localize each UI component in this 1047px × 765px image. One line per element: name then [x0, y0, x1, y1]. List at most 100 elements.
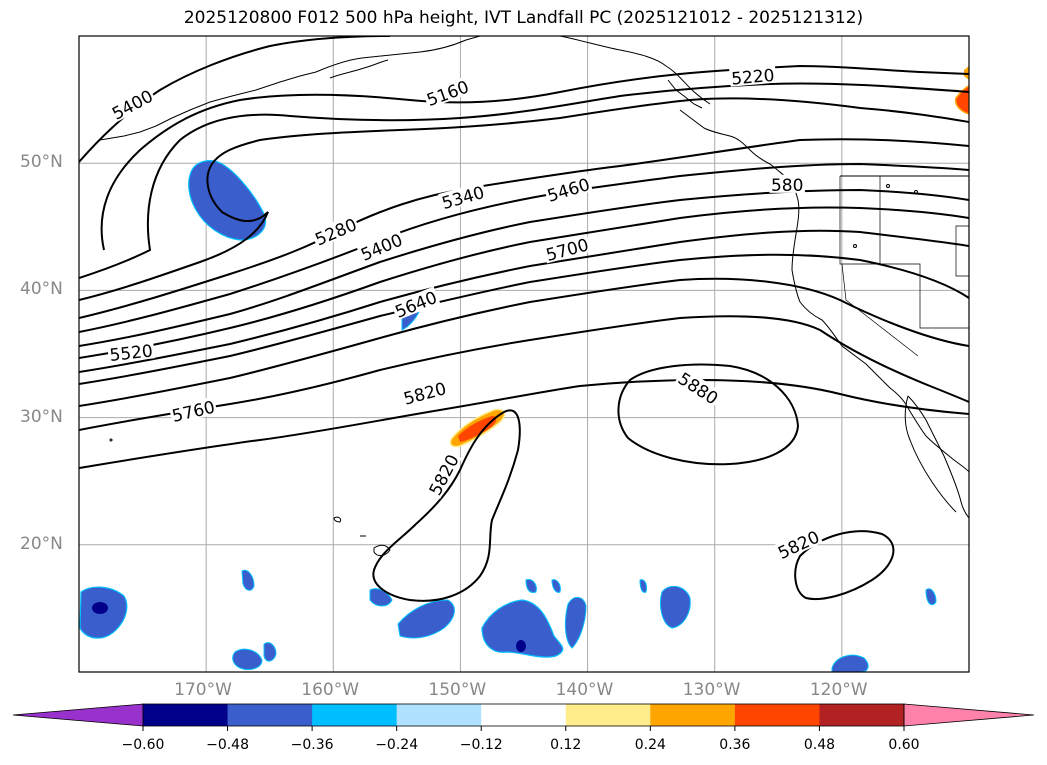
lon-label: 170°W [174, 680, 232, 700]
contour-label-background [422, 75, 473, 109]
colorbar-segment [143, 704, 229, 726]
ivt-negative-patch [564, 597, 587, 649]
contour-label: 5760 [170, 398, 217, 427]
contour-line [79, 97, 969, 301]
ivt-negative-patch [369, 588, 393, 607]
colorbar-extend-high [903, 703, 1035, 727]
ivt-negative-patch [831, 654, 869, 672]
ivt-negative-patch [241, 569, 255, 591]
ivt-negative-patch [232, 648, 263, 671]
contour-line [79, 378, 969, 469]
colorbar-tick-label: 0.36 [719, 737, 751, 753]
ivt-fill-regions [79, 66, 969, 672]
colorbar-tick-label: −0.12 [459, 737, 503, 753]
ivt-negative-patch [481, 599, 564, 658]
lat-label: 50°N [20, 152, 63, 173]
ivt-negative-patch [397, 599, 455, 639]
contour-label-background [310, 213, 361, 249]
colorbar-tick-label: 0.48 [803, 737, 836, 753]
colorbar [12, 703, 1035, 731]
contour-line [79, 229, 969, 373]
contour-line [79, 36, 391, 163]
contour-label: 5220 [731, 66, 776, 90]
ivt-negative-patch [263, 642, 277, 662]
contour-label: 5880 [674, 369, 721, 409]
lon-label: 130°W [682, 680, 741, 700]
contour-label-background [168, 396, 218, 425]
map-frame [78, 35, 970, 673]
colorbar-tick-label: 0.24 [634, 737, 666, 753]
ivt-strong-negative-patch [516, 640, 526, 652]
contour-line [79, 138, 969, 319]
contour-label: 5820 [402, 379, 449, 410]
contour-label-background [769, 174, 805, 193]
contour-label: 5400 [109, 87, 157, 125]
colorbar-extend-low [12, 703, 144, 727]
contour-label-background [542, 234, 592, 264]
colorbar-segment [227, 704, 313, 726]
ivt-negative-patch [551, 579, 561, 593]
contour-line [79, 253, 969, 385]
colorbar-segment [565, 704, 651, 726]
contour-line [79, 188, 969, 347]
colorbar-tick-label: −0.48 [206, 737, 249, 753]
lon-label: 120°W [809, 680, 868, 700]
contour-label: 5460 [545, 175, 592, 207]
contour-label-background [390, 286, 441, 321]
contour-label: 5520 [109, 342, 154, 366]
contour-label-background [729, 64, 777, 87]
contour-label-background [400, 377, 450, 408]
colorbar-tick-label: −0.24 [375, 737, 419, 753]
contour-label-background [773, 526, 823, 562]
colorbar-tick-label: −0.36 [290, 737, 334, 753]
contour-label-background [424, 449, 462, 499]
colorbar-segment [734, 704, 820, 726]
ivt-negative-patch [188, 160, 267, 241]
contour-label-background [107, 85, 157, 123]
contour-label: 5160 [424, 77, 471, 111]
contour-line [372, 409, 521, 602]
coastlines [99, 36, 969, 557]
colorbar-segment [396, 704, 482, 726]
contour-label-background [674, 367, 723, 408]
colorbar-tick-label: 0.12 [550, 737, 582, 753]
contour-line [79, 277, 969, 407]
height-contours [79, 36, 969, 602]
lon-label: 160°W [301, 680, 360, 700]
contour-line [79, 206, 969, 359]
contour-label-background [356, 228, 406, 264]
contour-label-background [107, 340, 155, 364]
ivt-negative-patch [639, 579, 647, 593]
ivt-negative-patch [659, 585, 691, 629]
colorbar-segment [312, 704, 398, 726]
colorbar-frame [142, 703, 905, 727]
colorbar-segment [481, 704, 567, 726]
lat-label: 30°N [20, 406, 63, 427]
lon-label: 140°W [555, 680, 614, 700]
contour-line [794, 530, 895, 600]
lat-label: 40°N [20, 279, 63, 300]
map-title: 2025120800 F012 500 hPa height, IVT Land… [183, 8, 864, 28]
contour-label: 5280 [312, 215, 360, 250]
contour-line [100, 64, 969, 251]
contour-label: 5700 [544, 235, 591, 266]
lon-label: 150°W [428, 680, 487, 700]
colorbar-tick-label: −0.60 [121, 737, 165, 753]
colorbar-segment [819, 704, 905, 726]
contour-line [79, 82, 969, 279]
ivt-strong-positive-patch [458, 416, 497, 442]
ivt-negative-patch [925, 588, 937, 606]
contour-label-background [438, 181, 488, 212]
ivt-strong-negative-patch [92, 602, 108, 614]
contour-label-background [543, 173, 593, 205]
contour-label: 580 [771, 176, 803, 196]
ivt-negative-patch [525, 579, 537, 593]
contour-line [617, 363, 800, 466]
colorbar-tick-label: 0.60 [888, 737, 920, 753]
contour-line [79, 315, 969, 431]
lat-label: 20°N [20, 533, 63, 554]
grid-lines [79, 36, 969, 672]
colorbar-segment [650, 704, 736, 726]
